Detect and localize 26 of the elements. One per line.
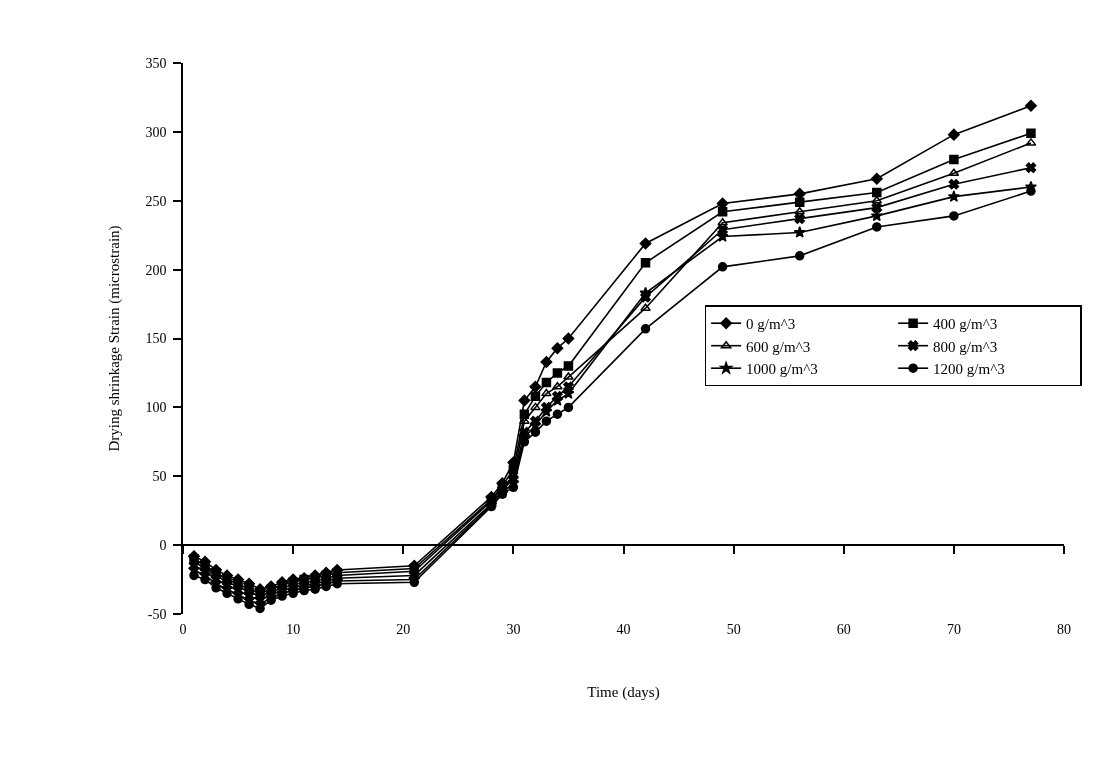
y-tick-label: 250 <box>145 193 167 209</box>
x-tick-label: 70 <box>946 621 961 637</box>
x-tick-label: 40 <box>616 621 631 637</box>
y-tick-label: -50 <box>147 606 167 622</box>
y-axis-title: Drying shrinkage Strain (microstrain) <box>106 225 124 452</box>
x-tick-label: 60 <box>836 621 851 637</box>
legend-label: 0 g/m^3 <box>746 316 796 333</box>
x-axis-title: Time (days) <box>587 684 660 702</box>
legend-label: 1200 g/m^3 <box>933 361 1005 378</box>
x-tick-label: 80 <box>1057 621 1071 637</box>
y-tick-label: 100 <box>145 400 167 416</box>
legend-label: 600 g/m^3 <box>746 338 811 355</box>
y-tick-label: 300 <box>145 124 167 140</box>
x-tick-label: 0 <box>179 621 187 637</box>
y-tick-label: 50 <box>152 469 167 485</box>
x-tick-label: 10 <box>286 621 301 637</box>
y-tick-label: 200 <box>145 262 167 278</box>
y-tick-label: 350 <box>145 55 167 71</box>
legend-label: 800 g/m^3 <box>933 338 998 355</box>
x-tick-label: 30 <box>506 621 521 637</box>
legend-label: 1000 g/m^3 <box>746 361 818 378</box>
x-tick-label: 20 <box>396 621 411 637</box>
x-tick-label: 50 <box>726 621 741 637</box>
y-tick-label: 0 <box>159 538 167 554</box>
legend-label: 400 g/m^3 <box>933 316 998 333</box>
y-tick-label: 150 <box>145 331 167 347</box>
